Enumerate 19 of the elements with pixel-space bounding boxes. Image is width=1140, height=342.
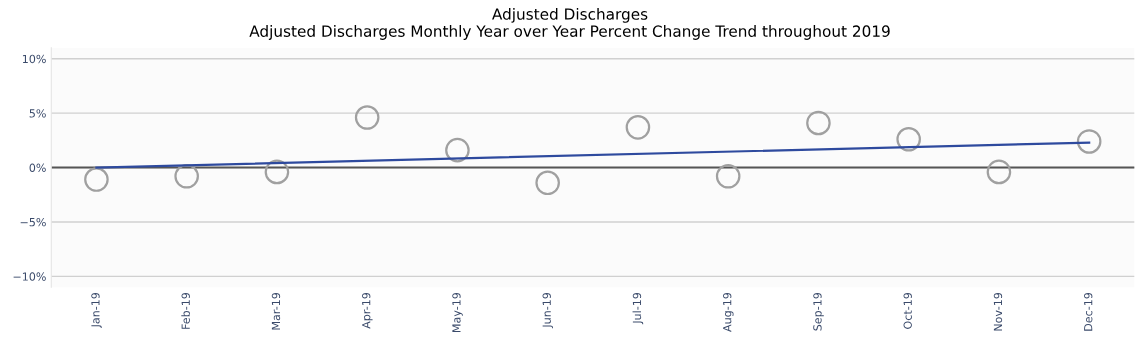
x-tick-label: Mar-19	[271, 292, 281, 330]
y-tick-label: 10%	[22, 54, 46, 64]
x-tick-label: Sep-19	[813, 292, 824, 331]
chart-title: Adjusted Discharges	[492, 8, 648, 23]
y-tick-label: −5%	[20, 217, 46, 227]
x-tick-label: Oct-19	[903, 292, 912, 329]
x-tick-label: Jun-19	[542, 292, 553, 329]
y-tick-label: 5%	[29, 109, 46, 118]
x-tick-label: Aug-19	[722, 292, 734, 332]
x-tick-label: Jan-19	[91, 292, 102, 328]
x-tick-label: Dec-19	[1083, 292, 1093, 331]
chart-subtitle: Adjusted Discharges Monthly Year over Year Percent Change Trend throughout 2019	[249, 25, 890, 40]
x-tick-label: Feb-19	[181, 292, 190, 329]
y-tick-label: 0%	[29, 163, 46, 172]
x-tick-label: Nov-19	[993, 292, 1003, 331]
x-tick-label: May-19	[452, 292, 463, 332]
x-tick-label: Jul-19	[632, 292, 644, 325]
y-tick-label: −10%	[13, 272, 46, 281]
x-tick-label: Apr-19	[361, 292, 373, 329]
